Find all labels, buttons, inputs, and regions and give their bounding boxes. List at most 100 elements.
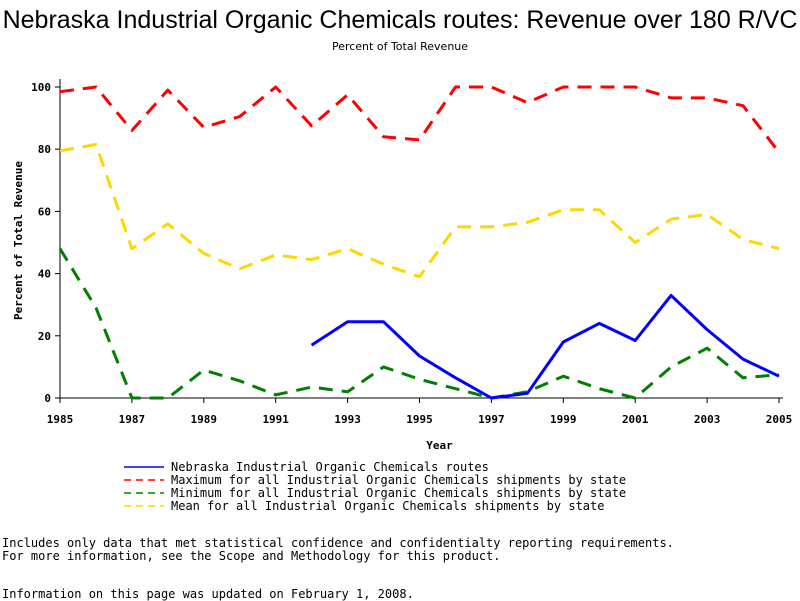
data-point [454, 387, 457, 390]
legend-label: Nebraska Industrial Organic Chemicals ro… [171, 460, 489, 474]
data-point [778, 151, 781, 154]
x-tick-label: 1995 [406, 413, 433, 426]
x-tick-label: 2003 [694, 413, 721, 426]
x-axis-label: Year [426, 439, 453, 452]
data-point [310, 386, 313, 389]
data-point [310, 344, 313, 347]
y-tick-label: 40 [38, 268, 51, 281]
data-point [562, 208, 565, 211]
data-point [59, 90, 62, 93]
y-tick-label: 60 [38, 205, 51, 218]
data-point [382, 365, 385, 368]
data-point [670, 218, 673, 221]
x-tick-label: 1997 [478, 413, 505, 426]
data-point [778, 247, 781, 250]
data-point [526, 221, 529, 224]
data-point [310, 124, 313, 127]
data-point [598, 322, 601, 325]
legend-label: Minimum for all Industrial Organic Chemi… [171, 486, 626, 500]
series-line-0 [310, 293, 780, 400]
data-point [94, 143, 97, 146]
data-point [202, 369, 205, 372]
x-tick-label: 2005 [766, 413, 793, 426]
data-point [490, 225, 493, 228]
chart-subtitle: Percent of Total Revenue [331, 40, 469, 53]
x-tick-label: 1985 [47, 413, 74, 426]
data-point [166, 222, 169, 225]
data-point [706, 328, 709, 331]
data-point [670, 96, 673, 99]
data-point [418, 378, 421, 381]
data-point [706, 213, 709, 216]
data-point [670, 365, 673, 368]
data-point [274, 253, 277, 256]
data-point [202, 126, 205, 129]
data-point [598, 387, 601, 390]
data-point [634, 241, 637, 244]
y-tick-label: 20 [38, 330, 51, 343]
data-point [130, 129, 133, 132]
data-point [202, 252, 205, 255]
data-point [670, 294, 673, 297]
x-tick-label: 1989 [191, 413, 218, 426]
data-point [634, 86, 637, 89]
note-confidence: Includes only data that met statistical … [2, 536, 674, 550]
data-point [562, 341, 565, 344]
data-point [238, 379, 241, 382]
data-point [706, 347, 709, 350]
data-point [490, 86, 493, 89]
data-point [310, 258, 313, 261]
data-point [526, 101, 529, 104]
data-point [346, 93, 349, 96]
legend-label: Maximum for all Industrial Organic Chemi… [171, 473, 626, 487]
data-point [274, 393, 277, 396]
data-point [634, 339, 637, 342]
data-point [418, 138, 421, 141]
data-point [598, 86, 601, 89]
series-line-3 [59, 143, 780, 279]
data-point [130, 397, 133, 400]
data-point [346, 320, 349, 323]
data-point [742, 238, 745, 241]
data-point [166, 397, 169, 400]
data-point [526, 392, 529, 395]
data-point [382, 320, 385, 323]
data-point [382, 135, 385, 138]
data-point [94, 306, 97, 309]
x-tick-label: 2001 [622, 413, 649, 426]
data-point [274, 86, 277, 89]
chart-title: Nebraska Industrial Organic Chemicals ro… [2, 6, 798, 34]
data-point [382, 263, 385, 266]
data-point [346, 247, 349, 250]
data-point [706, 96, 709, 99]
series-line-2 [58, 247, 780, 400]
data-point [454, 376, 457, 379]
data-point [130, 247, 133, 250]
data-point [742, 376, 745, 379]
x-tick-label: 1991 [262, 413, 289, 426]
data-point [346, 390, 349, 393]
y-tick-label: 80 [38, 143, 51, 156]
data-point [598, 208, 601, 211]
data-point [94, 86, 97, 89]
x-tick-label: 1999 [550, 413, 577, 426]
y-tick-label: 0 [44, 392, 51, 405]
note-updated: Information on this page was updated on … [2, 587, 414, 601]
data-point [59, 247, 62, 250]
data-point [454, 86, 457, 89]
data-point [490, 397, 493, 400]
data-point [238, 115, 241, 118]
data-point [634, 397, 637, 400]
data-point [59, 149, 62, 152]
data-point [418, 355, 421, 358]
y-axis-label: Percent of Total Revenue [12, 161, 25, 320]
x-tick-label: 1993 [334, 413, 361, 426]
x-tick-label: 1987 [119, 413, 146, 426]
data-point [166, 89, 169, 92]
data-point [742, 358, 745, 361]
series-line-1 [59, 85, 781, 154]
data-point [562, 86, 565, 89]
data-point [562, 375, 565, 378]
data-point [454, 225, 457, 228]
